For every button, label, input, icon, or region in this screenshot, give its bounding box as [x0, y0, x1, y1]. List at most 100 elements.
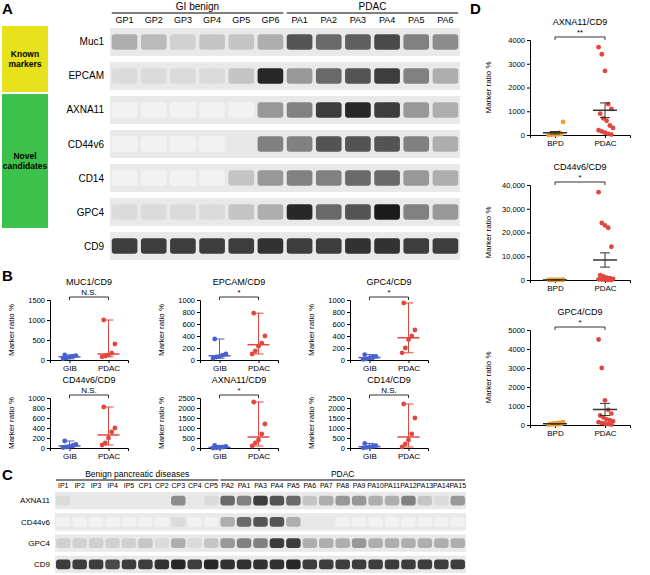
blot-band	[72, 559, 86, 569]
lane-label: IP4	[107, 482, 118, 489]
error-cap	[550, 131, 560, 132]
x-tick: GIB	[63, 448, 77, 461]
data-point	[599, 366, 604, 371]
data-point	[599, 52, 604, 57]
y-tick-mark	[527, 233, 530, 234]
blot-band	[155, 496, 169, 506]
x-tick-label: PDAC	[248, 452, 270, 461]
y-tick-label: 800	[332, 308, 345, 317]
chart-title: CD14/CD9	[367, 375, 411, 385]
range-cap	[65, 447, 75, 448]
lane-label: CP1	[139, 482, 153, 489]
y-axis-title: Marker ratio %	[307, 304, 316, 356]
plot-marks	[359, 402, 420, 451]
y-tick-label: 30,000	[502, 205, 525, 214]
y-tick-label: 2000	[328, 404, 345, 413]
y-tick: 0	[521, 421, 530, 430]
range-cap	[65, 441, 75, 442]
blot-strip	[110, 164, 460, 192]
blot-band	[434, 559, 448, 569]
range-cap	[254, 446, 264, 447]
blot-band	[335, 559, 349, 569]
blot-band	[303, 559, 317, 569]
data-point	[603, 68, 608, 73]
data-point	[263, 334, 268, 339]
y-tick: 1000	[28, 316, 50, 325]
x-axis-line	[531, 281, 631, 284]
blot-band	[352, 538, 366, 548]
row-group-word: candidates	[3, 161, 48, 171]
panel-letter: D	[470, 0, 481, 17]
scatter-panel: 01000200030004000BPDPDACAXNA11/CD9Marker…	[484, 17, 631, 148]
blot-band	[451, 538, 465, 548]
y-tick: 10,000	[502, 252, 530, 261]
y-axis-line	[347, 301, 351, 361]
blot-band	[72, 538, 86, 548]
blot-band	[316, 170, 342, 186]
blot-band	[352, 517, 366, 527]
significance-label: *	[387, 288, 390, 297]
blot-band	[170, 136, 196, 152]
blot-band	[316, 136, 342, 152]
blot-band	[418, 517, 432, 527]
y-tick: 600	[182, 320, 200, 329]
blot-band	[253, 496, 267, 506]
lane-label: IP5	[124, 482, 135, 489]
row-label: GPC4	[77, 207, 105, 218]
blot-band	[403, 170, 429, 186]
y-tick-mark	[197, 324, 200, 325]
chart-title: GPC4/CD9	[557, 307, 602, 317]
row-label: GPC4	[28, 539, 50, 548]
y-tick: 0	[341, 444, 350, 453]
blot-band	[204, 559, 218, 569]
median-line	[248, 344, 270, 346]
y-tick-mark	[197, 360, 200, 361]
data-point	[596, 190, 601, 195]
x-tick: GIB	[363, 360, 377, 373]
y-tick-label: 0	[521, 131, 525, 140]
x-tick-label: GIB	[213, 364, 227, 373]
y-tick: 2000	[508, 383, 530, 392]
data-point	[611, 125, 616, 130]
lane-label: CP5	[204, 482, 218, 489]
y-tick-mark	[527, 387, 530, 388]
y-tick: 20,000	[502, 228, 530, 237]
median-line	[59, 445, 81, 447]
significance-label: N.S.	[81, 288, 97, 297]
data-point	[113, 342, 118, 347]
blot-band	[270, 538, 284, 548]
blot-band	[258, 102, 284, 118]
x-axis: BPDPDAC	[531, 425, 631, 438]
y-tick-mark	[47, 418, 50, 419]
y-tick-mark	[527, 349, 530, 350]
x-tick: GIB	[363, 448, 377, 461]
range-bar	[108, 407, 109, 445]
error-cap	[600, 403, 610, 404]
y-tick-mark	[347, 336, 350, 337]
y-tick-label: 200	[332, 344, 345, 353]
blot-band	[112, 238, 138, 254]
y-tick-label: 800	[182, 308, 195, 317]
mean-line	[543, 279, 567, 281]
lane-label: PA3	[350, 15, 366, 25]
blot-band	[237, 538, 251, 548]
y-axis-line	[197, 301, 201, 361]
lane-label: PA7	[320, 482, 333, 489]
y-tick-label: 4000	[508, 345, 525, 354]
mean-line	[593, 259, 617, 261]
y-tick-label: 0	[521, 276, 525, 285]
panel-letter: A	[2, 0, 13, 17]
blot-band	[258, 238, 284, 254]
y-tick-label: 2500	[178, 394, 195, 403]
lane-label: PA2	[321, 15, 337, 25]
y-tick-label: 600	[32, 414, 45, 423]
row-label: AXNA11	[20, 496, 51, 505]
y-tick: 4000	[508, 36, 530, 45]
y-tick-label: 0	[341, 444, 345, 453]
error-cap	[600, 117, 610, 118]
x-tick: PDAC	[248, 360, 270, 373]
range-cap	[254, 354, 264, 355]
y-axis-title: Marker ratio %	[157, 397, 166, 449]
y-tick: 600	[332, 320, 350, 329]
lane-label: PA4	[271, 482, 284, 489]
